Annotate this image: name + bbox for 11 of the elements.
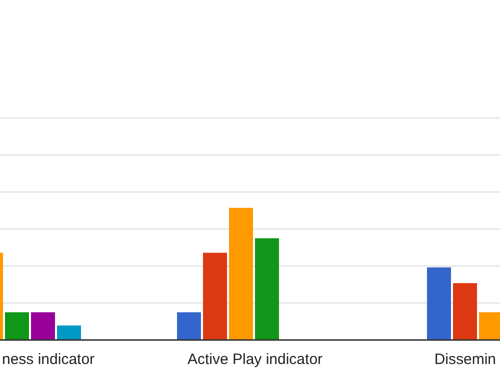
bar <box>177 312 201 340</box>
bar <box>31 312 55 340</box>
x-tick-label: ness indicator <box>2 351 95 368</box>
bar <box>453 283 477 340</box>
bar <box>427 267 451 340</box>
x-tick-label: Active Play indicator <box>187 351 323 368</box>
bar <box>203 252 227 340</box>
bar <box>57 325 81 340</box>
bar <box>255 238 279 340</box>
x-tick-label: Dissemin <box>434 351 496 368</box>
bar <box>5 312 29 340</box>
